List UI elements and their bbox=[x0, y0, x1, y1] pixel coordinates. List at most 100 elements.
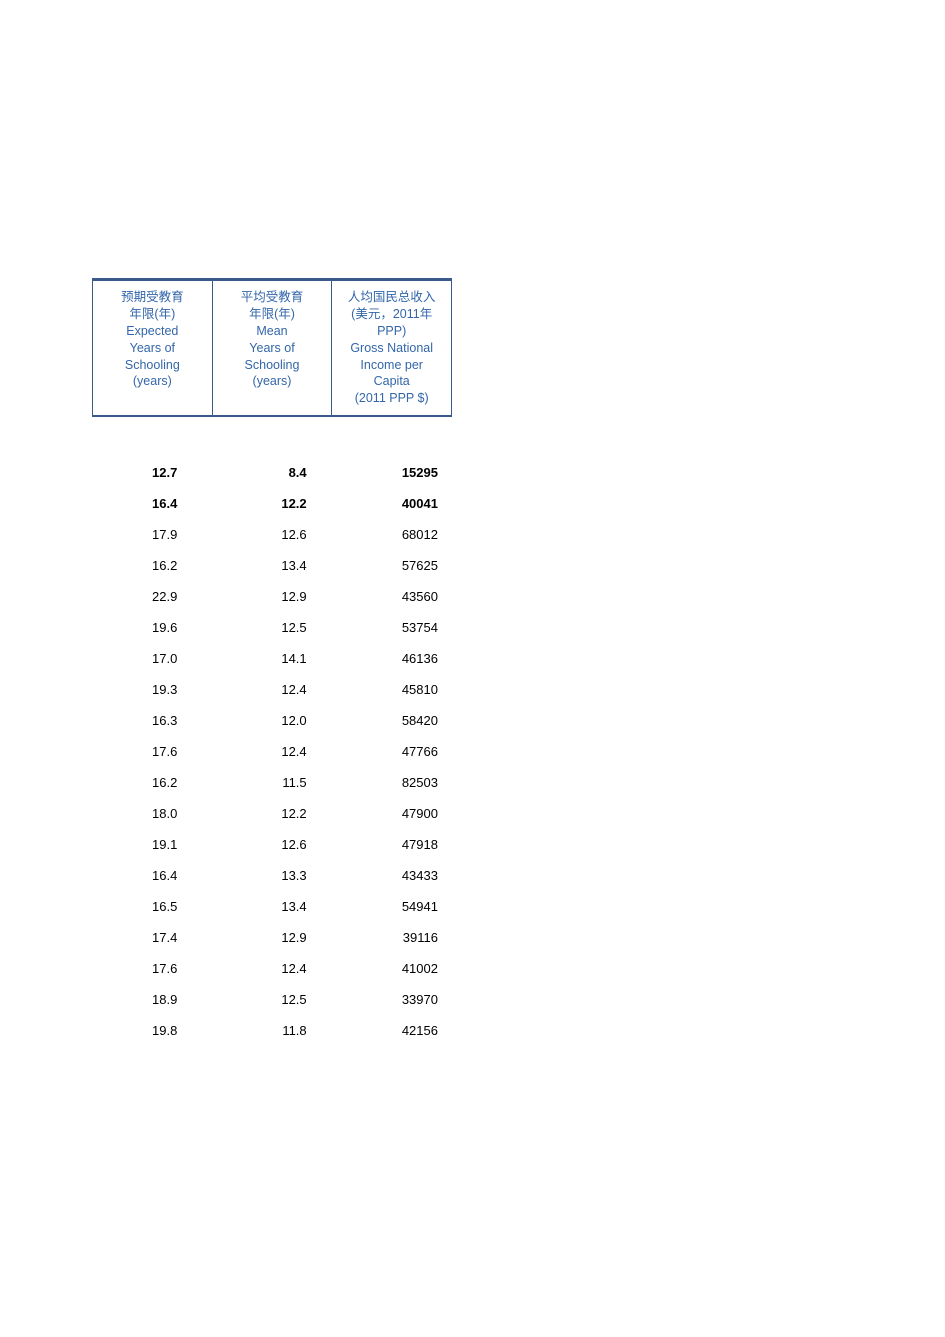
table-cell: 68012 bbox=[353, 527, 452, 542]
table-row: 16.513.454941 bbox=[92, 891, 452, 922]
table-cell: 16.2 bbox=[92, 558, 221, 573]
table-row: 17.412.939116 bbox=[92, 922, 452, 953]
header-line: (years) bbox=[217, 373, 328, 390]
table-cell: 11.5 bbox=[221, 775, 352, 790]
table-cell: 58420 bbox=[353, 713, 452, 728]
table-cell: 53754 bbox=[353, 620, 452, 635]
table-cell: 17.0 bbox=[92, 651, 221, 666]
table-row: 18.912.533970 bbox=[92, 984, 452, 1015]
table-row: 17.612.441002 bbox=[92, 953, 452, 984]
table-row: 17.612.447766 bbox=[92, 736, 452, 767]
table-cell: 33970 bbox=[353, 992, 452, 1007]
header-line: 人均国民总收入 bbox=[336, 289, 447, 306]
table-cell: 11.8 bbox=[221, 1023, 352, 1038]
table-cell: 15295 bbox=[353, 465, 452, 480]
table-cell: 8.4 bbox=[221, 465, 352, 480]
col-header-mean-years: 平均受教育 年限(年) Mean Years of Schooling (yea… bbox=[213, 281, 333, 415]
table-cell: 45810 bbox=[353, 682, 452, 697]
table-row: 16.312.058420 bbox=[92, 705, 452, 736]
table-cell: 42156 bbox=[353, 1023, 452, 1038]
table-cell: 12.2 bbox=[221, 496, 352, 511]
table-row: 19.811.842156 bbox=[92, 1015, 452, 1046]
table-cell: 14.1 bbox=[221, 651, 352, 666]
table-cell: 12.7 bbox=[92, 465, 221, 480]
header-line: 年限(年) bbox=[217, 306, 328, 323]
table-row: 18.012.247900 bbox=[92, 798, 452, 829]
col-header-expected-years: 预期受教育 年限(年) Expected Years of Schooling … bbox=[92, 281, 213, 415]
table-cell: 16.3 bbox=[92, 713, 221, 728]
table-cell: 54941 bbox=[353, 899, 452, 914]
table-cell: 16.2 bbox=[92, 775, 221, 790]
data-table: 预期受教育 年限(年) Expected Years of Schooling … bbox=[92, 278, 452, 1046]
table-cell: 12.9 bbox=[221, 930, 352, 945]
table-cell: 82503 bbox=[353, 775, 452, 790]
table-cell: 19.8 bbox=[92, 1023, 221, 1038]
header-line: (美元，2011年 bbox=[336, 306, 447, 323]
table-row: 16.413.343433 bbox=[92, 860, 452, 891]
table-row: 19.112.647918 bbox=[92, 829, 452, 860]
header-line: 平均受教育 bbox=[217, 289, 328, 306]
table-cell: 19.1 bbox=[92, 837, 221, 852]
table-cell: 47766 bbox=[353, 744, 452, 759]
table-row: 17.014.146136 bbox=[92, 643, 452, 674]
header-line: Gross National bbox=[336, 340, 447, 357]
table-cell: 43433 bbox=[353, 868, 452, 883]
table-cell: 12.2 bbox=[221, 806, 352, 821]
table-row: 16.213.457625 bbox=[92, 550, 452, 581]
table-row: 19.612.553754 bbox=[92, 612, 452, 643]
table-cell: 13.4 bbox=[221, 558, 352, 573]
table-cell: 17.6 bbox=[92, 961, 221, 976]
table-cell: 12.9 bbox=[221, 589, 352, 604]
header-line: (years) bbox=[97, 373, 208, 390]
header-line: Schooling bbox=[97, 357, 208, 374]
table-cell: 22.9 bbox=[92, 589, 221, 604]
table-cell: 12.4 bbox=[221, 682, 352, 697]
col-header-gni-per-capita: 人均国民总收入 (美元，2011年 PPP) Gross National In… bbox=[332, 281, 452, 415]
table-cell: 12.4 bbox=[221, 961, 352, 976]
header-line: 预期受教育 bbox=[97, 289, 208, 306]
table-cell: 17.9 bbox=[92, 527, 221, 542]
table-cell: 13.4 bbox=[221, 899, 352, 914]
header-line: Expected bbox=[97, 323, 208, 340]
header-line: 年限(年) bbox=[97, 306, 208, 323]
table-cell: 47900 bbox=[353, 806, 452, 821]
table-cell: 18.0 bbox=[92, 806, 221, 821]
table-row: 12.78.415295 bbox=[92, 457, 452, 488]
table-row: 22.912.943560 bbox=[92, 581, 452, 612]
table-cell: 57625 bbox=[353, 558, 452, 573]
header-line: Years of bbox=[97, 340, 208, 357]
table-cell: 13.3 bbox=[221, 868, 352, 883]
table-cell: 12.5 bbox=[221, 620, 352, 635]
table-cell: 43560 bbox=[353, 589, 452, 604]
table-cell: 47918 bbox=[353, 837, 452, 852]
table-cell: 17.4 bbox=[92, 930, 221, 945]
header-line: Mean bbox=[217, 323, 328, 340]
table-row: 16.412.240041 bbox=[92, 488, 452, 519]
table-cell: 16.4 bbox=[92, 496, 221, 511]
table-cell: 18.9 bbox=[92, 992, 221, 1007]
table-cell: 19.3 bbox=[92, 682, 221, 697]
table-cell: 16.5 bbox=[92, 899, 221, 914]
header-line: Income per bbox=[336, 357, 447, 374]
table-cell: 12.4 bbox=[221, 744, 352, 759]
table-cell: 12.6 bbox=[221, 527, 352, 542]
header-line: Schooling bbox=[217, 357, 328, 374]
header-line: Years of bbox=[217, 340, 328, 357]
table-cell: 39116 bbox=[353, 930, 452, 945]
table-cell: 41002 bbox=[353, 961, 452, 976]
table-header-row: 预期受教育 年限(年) Expected Years of Schooling … bbox=[92, 278, 452, 417]
table-body: 12.78.41529516.412.24004117.912.66801216… bbox=[92, 457, 452, 1046]
table-row: 17.912.668012 bbox=[92, 519, 452, 550]
table-cell: 46136 bbox=[353, 651, 452, 666]
table-cell: 17.6 bbox=[92, 744, 221, 759]
table-row: 19.312.445810 bbox=[92, 674, 452, 705]
table-row: 16.211.582503 bbox=[92, 767, 452, 798]
table-cell: 12.0 bbox=[221, 713, 352, 728]
table-cell: 40041 bbox=[353, 496, 452, 511]
table-cell: 16.4 bbox=[92, 868, 221, 883]
header-line: Capita bbox=[336, 373, 447, 390]
table-cell: 12.5 bbox=[221, 992, 352, 1007]
header-line: PPP) bbox=[336, 323, 447, 340]
header-line: (2011 PPP $) bbox=[336, 390, 447, 407]
table-cell: 12.6 bbox=[221, 837, 352, 852]
